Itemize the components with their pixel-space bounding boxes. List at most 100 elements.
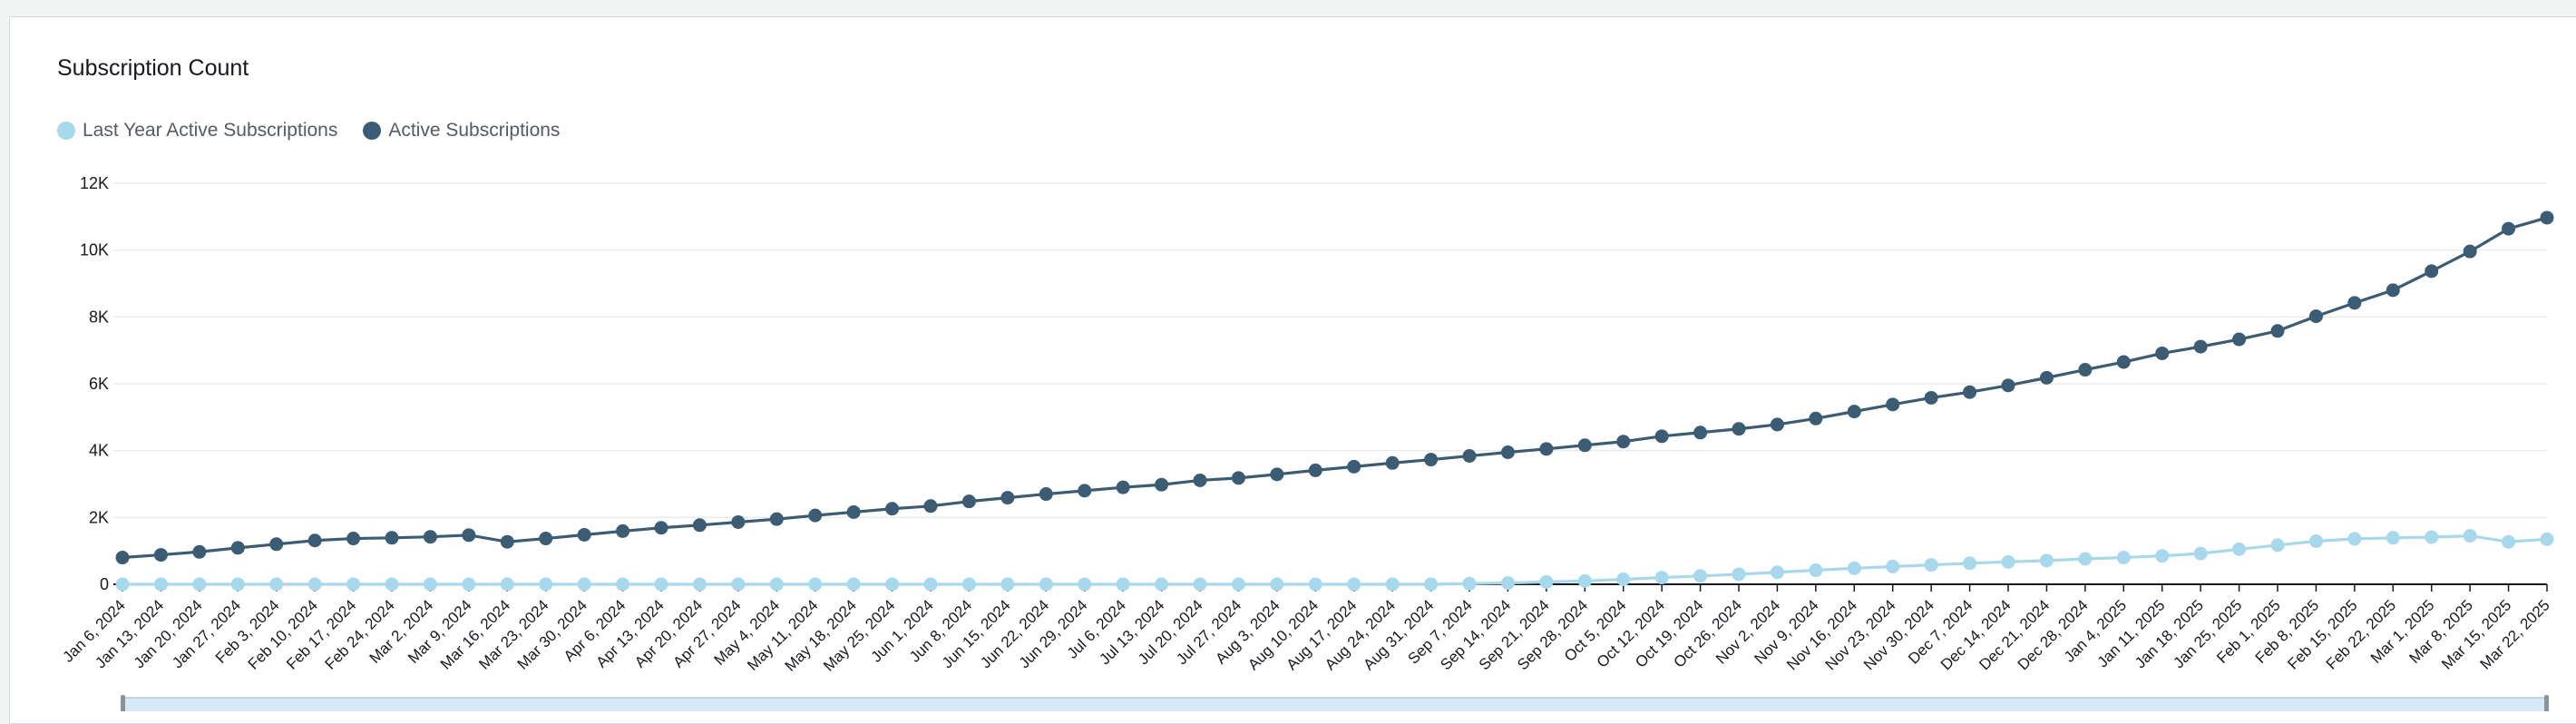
data-point[interactable] — [1963, 385, 1977, 399]
data-point[interactable] — [654, 577, 668, 592]
data-point[interactable] — [885, 577, 900, 592]
data-point[interactable] — [2193, 546, 2208, 561]
data-point[interactable] — [385, 577, 399, 592]
data-point[interactable] — [1270, 577, 1284, 592]
data-point[interactable] — [1847, 561, 1861, 575]
data-point[interactable] — [2001, 554, 2015, 569]
data-point[interactable] — [2116, 355, 2131, 369]
data-point[interactable] — [1654, 571, 1669, 585]
data-point[interactable] — [500, 577, 514, 592]
data-point[interactable] — [808, 508, 823, 523]
data-point[interactable] — [153, 548, 168, 563]
data-point[interactable] — [1693, 569, 1708, 583]
data-point[interactable] — [423, 577, 437, 592]
data-point[interactable] — [1231, 471, 1245, 485]
data-point[interactable] — [1078, 484, 1092, 498]
data-point[interactable] — [1732, 422, 1746, 436]
data-point[interactable] — [385, 531, 399, 545]
data-point[interactable] — [115, 551, 130, 565]
data-point[interactable] — [1385, 577, 1400, 592]
data-point[interactable] — [307, 577, 322, 592]
data-point[interactable] — [2502, 221, 2516, 236]
data-point[interactable] — [2116, 551, 2131, 565]
data-point[interactable] — [2078, 363, 2093, 377]
legend-item-last-year[interactable]: Last Year Active Subscriptions — [57, 120, 337, 142]
data-point[interactable] — [1270, 467, 1284, 482]
data-point[interactable] — [885, 502, 900, 516]
data-point[interactable] — [1616, 572, 1631, 586]
data-point[interactable] — [1770, 565, 1784, 580]
range-selector[interactable] — [122, 697, 2548, 711]
data-point[interactable] — [1116, 480, 1130, 494]
data-point[interactable] — [1616, 435, 1631, 449]
data-point[interactable] — [539, 577, 553, 592]
data-point[interactable] — [2502, 534, 2516, 549]
data-point[interactable] — [1500, 576, 1515, 591]
data-point[interactable] — [192, 577, 207, 592]
data-point[interactable] — [1039, 577, 1053, 592]
data-point[interactable] — [1963, 556, 1977, 571]
data-point[interactable] — [2232, 542, 2247, 556]
data-point[interactable] — [616, 577, 630, 592]
data-point[interactable] — [2308, 309, 2323, 324]
data-point[interactable] — [961, 577, 976, 592]
data-point[interactable] — [2540, 210, 2554, 225]
data-point[interactable] — [1809, 411, 1823, 426]
data-point[interactable] — [1308, 577, 1322, 592]
data-point[interactable] — [346, 532, 361, 546]
data-point[interactable] — [2540, 532, 2554, 546]
data-point[interactable] — [1809, 563, 1823, 578]
data-point[interactable] — [2193, 339, 2208, 354]
data-point[interactable] — [1770, 417, 1784, 432]
data-point[interactable] — [769, 512, 784, 526]
data-point[interactable] — [961, 494, 976, 509]
data-point[interactable] — [1155, 577, 1169, 592]
data-point[interactable] — [462, 577, 476, 592]
data-point[interactable] — [2039, 370, 2054, 385]
data-point[interactable] — [346, 577, 361, 592]
data-point[interactable] — [1155, 477, 1169, 492]
data-point[interactable] — [153, 577, 168, 592]
data-point[interactable] — [2001, 378, 2015, 393]
data-point[interactable] — [1039, 487, 1053, 502]
data-point[interactable] — [2232, 332, 2247, 347]
data-point[interactable] — [1347, 577, 1361, 592]
data-point[interactable] — [1732, 567, 1746, 582]
data-point[interactable] — [1462, 576, 1477, 591]
data-point[interactable] — [769, 577, 784, 592]
data-point[interactable] — [2425, 530, 2439, 544]
data-point[interactable] — [1231, 577, 1245, 592]
data-point[interactable] — [2270, 324, 2285, 338]
range-handle-left[interactable] — [121, 695, 125, 711]
data-point[interactable] — [115, 577, 130, 592]
data-point[interactable] — [808, 577, 823, 592]
data-point[interactable] — [1924, 390, 1938, 405]
data-point[interactable] — [2347, 296, 2362, 310]
data-point[interactable] — [1539, 574, 1554, 589]
data-point[interactable] — [1078, 577, 1092, 592]
data-point[interactable] — [1924, 558, 1938, 572]
data-point[interactable] — [2347, 532, 2362, 546]
data-point[interactable] — [616, 523, 630, 538]
data-point[interactable] — [731, 514, 746, 529]
data-point[interactable] — [1654, 429, 1669, 444]
range-handle-right[interactable] — [2544, 695, 2549, 711]
data-point[interactable] — [307, 533, 322, 548]
data-point[interactable] — [1500, 445, 1515, 460]
data-point[interactable] — [923, 577, 938, 592]
data-point[interactable] — [2386, 531, 2400, 545]
legend-item-active[interactable]: Active Subscriptions — [363, 120, 560, 142]
data-point[interactable] — [1424, 577, 1439, 592]
data-point[interactable] — [2463, 244, 2477, 259]
data-point[interactable] — [2425, 264, 2439, 279]
data-point[interactable] — [1116, 577, 1130, 592]
data-point[interactable] — [1000, 491, 1015, 505]
data-point[interactable] — [692, 518, 707, 533]
data-point[interactable] — [192, 544, 207, 559]
data-point[interactable] — [230, 541, 245, 555]
data-point[interactable] — [1385, 455, 1400, 470]
data-point[interactable] — [1693, 426, 1708, 440]
data-point[interactable] — [269, 577, 284, 592]
data-point[interactable] — [269, 537, 284, 552]
data-point[interactable] — [1539, 442, 1554, 456]
